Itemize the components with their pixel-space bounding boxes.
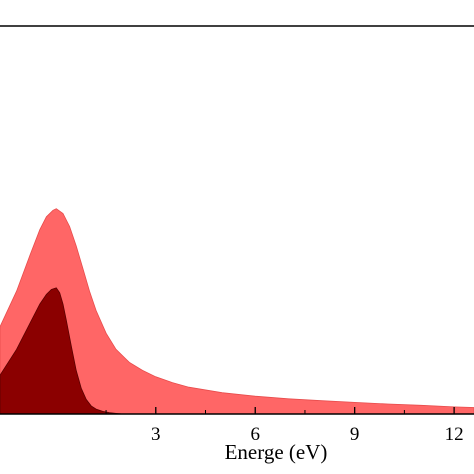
x-tick-label: 3 — [151, 424, 161, 445]
area-series-layer — [0, 208, 474, 415]
x-tick-label: 6 — [250, 424, 260, 445]
x-axis-label: Energe (eV) — [225, 440, 328, 464]
x-tick-label: 9 — [350, 424, 360, 445]
x-tick-label: 12 — [445, 424, 464, 445]
area-series-1 — [0, 208, 474, 415]
x-axis-ticks: 3 6 9 12 — [105, 407, 464, 445]
